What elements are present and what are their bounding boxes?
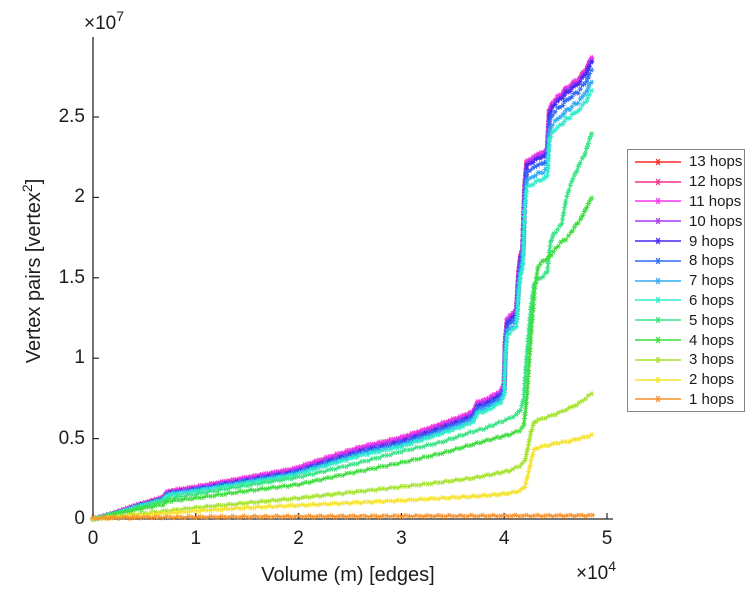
- legend-item: 3 hops: [632, 350, 744, 370]
- legend-item: 5 hops: [632, 310, 744, 330]
- x-axis-exponent: ×104: [540, 558, 616, 585]
- legend-item-label: 11 hops: [689, 192, 742, 210]
- series-line: [92, 197, 593, 520]
- legend-item-label: 8 hops: [689, 252, 735, 270]
- x-exponent-power: 4: [608, 558, 616, 574]
- legend-item-label: 3 hops: [689, 351, 735, 369]
- legend-item-label: 12 hops: [689, 173, 743, 191]
- legend-item: 6 hops: [632, 291, 744, 311]
- y-axis-exponent: ×107: [84, 8, 124, 35]
- legend-item: 11 hops: [632, 192, 744, 212]
- legend-marker-icon: [635, 316, 681, 324]
- legend-item-label: 1 hops: [689, 390, 735, 408]
- legend-item: 10 hops: [632, 211, 744, 231]
- legend-item: 13 hops: [632, 152, 744, 172]
- series-curve-3-hops: [90, 391, 595, 523]
- x-tick-label: 2: [293, 528, 304, 549]
- legend-item-label: 2 hops: [689, 371, 735, 389]
- legend-marker-icon: [635, 356, 681, 364]
- series-markers: [90, 512, 596, 522]
- legend-item-label: 4 hops: [689, 331, 735, 349]
- legend-item: 9 hops: [632, 231, 744, 251]
- legend-item: 4 hops: [632, 330, 744, 350]
- legend-marker-icon: [635, 396, 681, 403]
- legend-item: 7 hops: [632, 271, 744, 291]
- x-tick-label: 4: [498, 528, 510, 549]
- x-tick-label: 3: [396, 528, 407, 549]
- legend-marker-icon: [635, 376, 681, 383]
- legend-marker-icon: [635, 198, 681, 205]
- x-axis-label: Volume (m) [edges]: [261, 564, 435, 586]
- series-markers: [90, 432, 595, 522]
- legend-item-label: 9 hops: [689, 232, 735, 250]
- legend-item: 12 hops: [632, 172, 744, 192]
- legend-marker-icon: [635, 178, 681, 185]
- legend-marker-icon: [635, 336, 681, 344]
- legend-marker-icon: [635, 257, 681, 265]
- legend: 13 hops 12 hops 11 hops 10 hops 9 hops 8 hops…: [627, 149, 745, 413]
- legend-item-label: 13 hops: [689, 153, 743, 171]
- legend-item: 8 hops: [632, 251, 744, 271]
- legend-item-label: 5 hops: [689, 311, 735, 329]
- legend-item-label: 10 hops: [689, 212, 743, 230]
- y-exponent-power: 7: [116, 8, 125, 24]
- legend-marker-icon: [635, 297, 681, 304]
- y-tick-label: 2: [74, 186, 85, 208]
- series-curves: [90, 54, 596, 523]
- y-exponent-base: ×10: [84, 13, 117, 34]
- series-curve-4-hops: [90, 195, 595, 522]
- legend-item: 2 hops: [632, 370, 744, 390]
- x-tick-label: 1: [190, 528, 202, 549]
- legend-marker-icon: [635, 277, 681, 284]
- y-tick-label: 0.5: [58, 427, 85, 449]
- legend-item-label: 6 hops: [689, 291, 735, 309]
- x-tick-label: 0: [87, 528, 99, 549]
- legend-marker-icon: [635, 237, 681, 245]
- series-curve-1-hops: [90, 512, 596, 522]
- legend-marker-icon: [635, 158, 681, 166]
- legend-marker-icon: [635, 218, 681, 225]
- legend-item-label: 7 hops: [689, 272, 735, 290]
- y-tick-label: 2.5: [58, 106, 85, 127]
- series-curve-2-hops: [90, 432, 595, 522]
- legend-item: 1 hops: [632, 390, 744, 410]
- x-exponent-base: ×10: [575, 563, 609, 584]
- y-axis-label-bracket: ]: [23, 178, 45, 185]
- y-tick-label: 0: [74, 508, 85, 529]
- series-markers: [90, 195, 595, 522]
- y-tick-label: 1: [74, 347, 85, 369]
- y-tick-label: 1.5: [58, 266, 85, 288]
- x-tick-label: 5: [601, 528, 613, 549]
